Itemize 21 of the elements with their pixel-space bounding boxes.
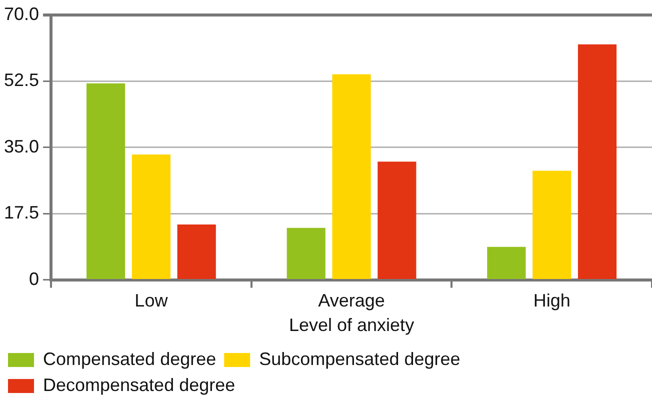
bar [132, 154, 170, 280]
y-tick-label: 17.5 [4, 202, 40, 223]
legend-label: Compensated degree [43, 348, 216, 369]
bar [332, 74, 371, 280]
y-tick-label: 70.0 [4, 4, 40, 24]
legend-label: Subcompensated degree [259, 348, 460, 369]
x-axis-title: Level of anxiety [288, 315, 414, 336]
bar [177, 224, 216, 280]
legend-label: Decompensated degree [43, 374, 236, 395]
x-tick-label: Average [318, 290, 385, 311]
x-tick-label: High [533, 290, 570, 311]
y-tick-label: 52.5 [4, 70, 40, 90]
x-tick-label: Low [134, 290, 169, 311]
y-tick-label: 0 [29, 268, 40, 289]
y-tick-label: 35.0 [4, 136, 40, 156]
bar [286, 228, 326, 280]
bar [86, 83, 126, 280]
bar [487, 246, 526, 280]
bar [578, 44, 617, 280]
bar [532, 170, 572, 280]
bar [378, 162, 416, 280]
